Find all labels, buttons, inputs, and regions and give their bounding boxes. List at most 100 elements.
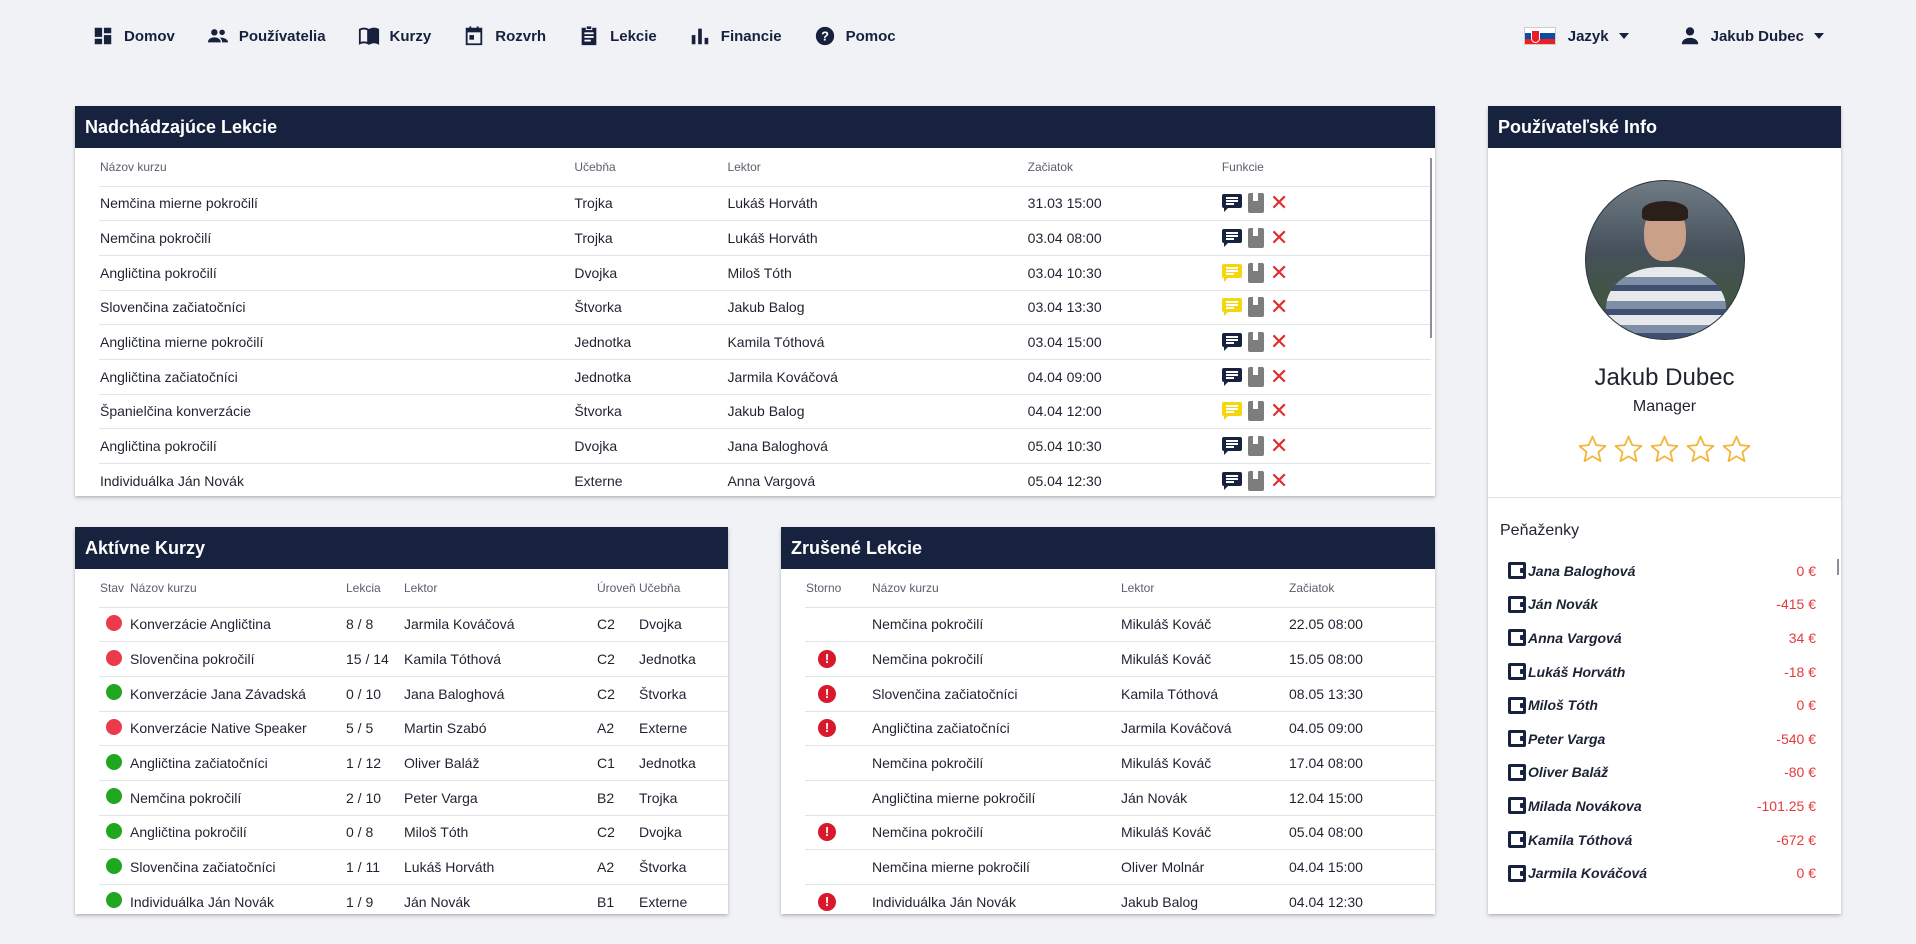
cancel-icon[interactable]: ✕ [1269, 363, 1289, 389]
nav-item-dashboard[interactable]: Domov [92, 22, 175, 50]
book-icon[interactable] [1247, 436, 1264, 457]
table-row[interactable]: Konverzácie Jana Závadská 0 / 10 Jana Balo… [99, 676, 728, 712]
comment-icon[interactable] [1221, 263, 1242, 282]
cell-lector: Mikuláš Kováč [1120, 745, 1288, 781]
column-header[interactable]: Začiatok [1026, 148, 1221, 187]
book-icon[interactable] [1247, 193, 1264, 214]
table-row[interactable]: Slovenčina začiatočníci 1 / 11 Lukáš Horvá… [99, 849, 728, 885]
table-row[interactable]: Nemčina pokročilí 2 / 10 Peter Varga B2 Troj… [99, 780, 728, 816]
comment-icon[interactable] [1221, 298, 1242, 317]
column-header[interactable]: Učebňa [573, 148, 727, 187]
comment-icon[interactable] [1221, 367, 1242, 386]
cancel-icon[interactable]: ✕ [1269, 329, 1289, 355]
column-header[interactable]: Názov kurzu [871, 569, 1120, 608]
cancel-icon[interactable]: ✕ [1269, 467, 1289, 493]
column-header[interactable]: Storno [805, 569, 871, 608]
book-icon[interactable] [1247, 332, 1264, 353]
nav-item-bar-chart[interactable]: Financie [689, 22, 782, 50]
comment-icon[interactable] [1221, 471, 1242, 490]
cancel-icon[interactable]: ✕ [1269, 259, 1289, 285]
table-row[interactable]: Španielčina konverzácie Štvorka Jakub Balo… [99, 394, 1431, 430]
rating-stars[interactable] [1488, 434, 1841, 465]
table-row[interactable]: Konverzácie Native Speaker 5 / 5 Martin Sz… [99, 711, 728, 747]
table-row[interactable]: Nemčina mierne pokročilí Trojka Lukáš Horv… [99, 186, 1431, 222]
table-row[interactable]: Nemčina pokročilí Trojka Lukáš Horváth 03.0… [99, 220, 1431, 256]
book-icon[interactable] [1247, 297, 1264, 318]
star-icon[interactable] [1685, 434, 1716, 465]
comment-icon[interactable] [1221, 194, 1242, 213]
table-row[interactable]: ! Nemčina pokročilí Mikuláš Kováč 15.05 08:… [805, 641, 1435, 677]
table-row[interactable]: Nemčina mierne pokročilí Oliver Molnár 04.… [805, 849, 1435, 885]
table-row[interactable]: Nemčina pokročilí Mikuláš Kováč 17.04 08:0… [805, 745, 1435, 781]
column-header[interactable]: Lektor [726, 148, 1027, 187]
user-menu[interactable]: Jakub Dubec [1679, 22, 1824, 50]
wallet-row[interactable]: Oliver Baláž -80 € [1508, 756, 1816, 790]
table-row[interactable]: ! Slovenčina začiatočníci Kamila Tóthová 08… [805, 676, 1435, 712]
wallet-row[interactable]: Jarmila Kováčová 0 € [1508, 856, 1816, 890]
comment-icon[interactable] [1221, 402, 1242, 421]
wallet-row[interactable]: Kamila Tóthová -672 € [1508, 823, 1816, 857]
table-row[interactable]: ! Angličtina začiatočníci Jarmila Kováčová… [805, 711, 1435, 747]
wallet-row[interactable]: Jana Baloghová 0 € [1508, 554, 1816, 588]
table-row[interactable]: Angličtina mierne pokročilí Ján Novák 12.0… [805, 780, 1435, 816]
book-icon[interactable] [1247, 401, 1264, 422]
book-icon[interactable] [1247, 470, 1264, 491]
table-row[interactable]: ! Individuálka Ján Novák Jakub Balog 04.04 … [805, 884, 1435, 914]
book-icon[interactable] [1247, 228, 1264, 249]
book-icon[interactable] [1247, 366, 1264, 387]
wallet-row[interactable]: Miloš Tóth 0 € [1508, 688, 1816, 722]
star-icon[interactable] [1649, 434, 1680, 465]
wallets-scrollbar[interactable] [1837, 559, 1839, 575]
table-row[interactable]: Angličtina začiatočníci 1 / 12 Oliver Balá… [99, 745, 728, 781]
column-header[interactable]: Lektor [403, 569, 596, 608]
comment-icon[interactable] [1221, 229, 1242, 248]
nav-item-users[interactable]: Používatelia [207, 22, 326, 50]
table-row[interactable]: ! Nemčina pokročilí Mikuláš Kováč 05.04 08:… [805, 815, 1435, 851]
comment-icon[interactable] [1221, 333, 1242, 352]
comment-icon[interactable] [1221, 437, 1242, 456]
column-header[interactable]: Začiatok [1288, 569, 1435, 608]
wallet-row[interactable]: Ján Novák -415 € [1508, 588, 1816, 622]
star-icon[interactable] [1577, 434, 1608, 465]
wallet-row[interactable]: Lukáš Horváth -18 € [1508, 655, 1816, 689]
table-row[interactable]: Konverzácie Angličtina 8 / 8 Jarmila Kováč… [99, 607, 728, 643]
cell-lector: Jakub Balog [1120, 884, 1288, 914]
column-header[interactable]: Stav [99, 569, 129, 608]
table-row[interactable]: Slovenčina pokročilí 15 / 14 Kamila Tóthov… [99, 641, 728, 677]
wallet-row[interactable]: Peter Varga -540 € [1508, 722, 1816, 756]
nav-item-calendar[interactable]: Rozvrh [463, 22, 546, 50]
cancel-icon[interactable]: ✕ [1269, 398, 1289, 424]
wallet-row[interactable]: Milada Novákova -101.25 € [1508, 789, 1816, 823]
nav-item-book-open[interactable]: Kurzy [358, 22, 431, 50]
wallet-row[interactable]: Anna Vargová 34 € [1508, 621, 1816, 655]
column-header[interactable]: Názov kurzu [129, 569, 345, 608]
cancel-icon[interactable]: ✕ [1269, 433, 1289, 459]
wallets-list: Jana Baloghová 0 € Ján Novák -415 € Anna Var… [1508, 554, 1816, 890]
table-row[interactable]: Angličtina mierne pokročilí Jednotka Kamil… [99, 324, 1431, 360]
column-header[interactable]: Lekcia [345, 569, 403, 608]
table-row[interactable]: Individuálka Ján Novák Externe Anna Vargov… [99, 463, 1431, 496]
star-icon[interactable] [1613, 434, 1644, 465]
scrollbar[interactable] [1430, 158, 1432, 338]
table-row[interactable]: Slovenčina začiatočníci Štvorka Jakub Balo… [99, 290, 1431, 326]
cancel-icon[interactable]: ✕ [1269, 294, 1289, 320]
cancel-icon[interactable]: ✕ [1269, 225, 1289, 251]
nav-item-clipboard[interactable]: Lekcie [578, 22, 657, 50]
column-header[interactable]: Učebňa [638, 569, 728, 608]
table-row[interactable]: Angličtina pokročilí Dvojka Miloš Tóth 03.0… [99, 255, 1431, 291]
column-header[interactable]: Názov kurzu [99, 148, 574, 187]
book-icon[interactable] [1247, 262, 1264, 283]
language-selector[interactable]: Jazyk [1523, 22, 1629, 50]
cell-course: Nemčina pokročilí [129, 780, 345, 816]
table-row[interactable]: Angličtina začiatočníci Jednotka Jarmila K… [99, 359, 1431, 395]
nav-item-help[interactable]: ? Pomoc [814, 22, 896, 50]
table-row[interactable]: Angličtina pokročilí 0 / 8 Miloš Tóth C2 Dvo… [99, 815, 728, 851]
table-row[interactable]: Angličtina pokročilí Dvojka Jana Baloghová… [99, 428, 1431, 464]
table-row[interactable]: Individuálka Ján Novák 1 / 9 Ján Novák B1 Ex… [99, 884, 728, 914]
star-icon[interactable] [1721, 434, 1752, 465]
table-row[interactable]: Nemčina pokročilí Mikuláš Kováč 22.05 08:0… [805, 607, 1435, 643]
column-header[interactable]: Úroveň [596, 569, 638, 608]
column-header[interactable]: Funkcie [1220, 148, 1431, 187]
cancel-icon[interactable]: ✕ [1269, 190, 1289, 216]
column-header[interactable]: Lektor [1120, 569, 1288, 608]
